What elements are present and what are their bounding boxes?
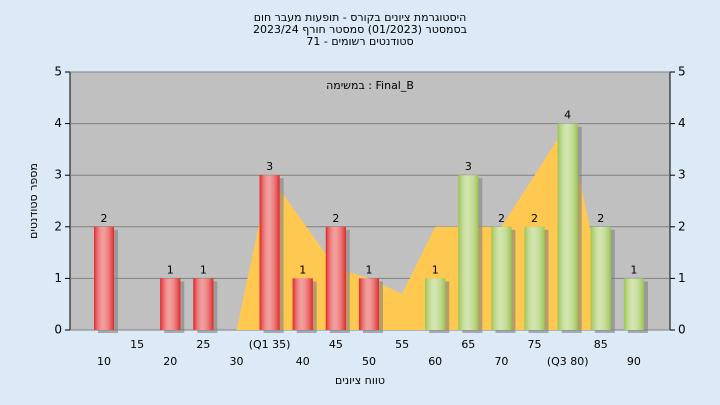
bar bbox=[425, 278, 446, 330]
y2-tick-label: 3 bbox=[678, 168, 686, 182]
data-label: 2 bbox=[332, 212, 339, 225]
bar bbox=[94, 226, 114, 330]
data-label: 1 bbox=[167, 263, 174, 276]
annotation: במשימה : Final_B bbox=[326, 79, 414, 92]
y2-tick-label: 2 bbox=[678, 219, 686, 233]
chart-subtitle: סטודנטים רשומים - 71 bbox=[306, 35, 413, 48]
data-label: 3 bbox=[465, 160, 472, 173]
x-tick-label: 20 bbox=[163, 355, 177, 368]
bar bbox=[623, 278, 644, 330]
x-tick-label: 10 bbox=[97, 355, 111, 368]
data-label: 1 bbox=[630, 263, 637, 276]
x-tick-label: 60 bbox=[428, 355, 442, 368]
y-tick-label: 4 bbox=[54, 116, 62, 130]
x-axis-label: טווח ציונים bbox=[335, 374, 385, 387]
y-tick-label: 3 bbox=[54, 168, 62, 182]
x-tick-label: 45 bbox=[329, 338, 343, 351]
data-label: 3 bbox=[266, 160, 273, 173]
x-tick-label: 65 bbox=[461, 338, 475, 351]
x-tick-label: 40 bbox=[296, 355, 310, 368]
x-tick-label: 25 bbox=[196, 338, 210, 351]
bar bbox=[193, 278, 214, 330]
data-label: 4 bbox=[564, 109, 571, 122]
chart-subtitle: בסמסטר (01/2023) סמסטר חורף 2023/24 bbox=[253, 23, 467, 36]
y-tick-label: 1 bbox=[54, 271, 62, 285]
bar bbox=[160, 278, 181, 330]
y2-tick-label: 5 bbox=[678, 65, 686, 79]
bar bbox=[491, 226, 512, 330]
chart-title: היסטוגרמת ציונים בקורס - תופעות מעבר חום bbox=[254, 11, 467, 24]
data-label: 1 bbox=[299, 263, 306, 276]
y2-tick-label: 0 bbox=[678, 323, 686, 337]
x-tick-label: 85 bbox=[594, 338, 608, 351]
x-tick-label: (Q3 80) bbox=[547, 355, 589, 368]
data-label: 2 bbox=[597, 212, 604, 225]
x-tick-label: 15 bbox=[130, 338, 144, 351]
x-tick-label: 30 bbox=[229, 355, 243, 368]
data-label: 1 bbox=[432, 263, 439, 276]
data-label: 2 bbox=[101, 212, 108, 225]
bar bbox=[358, 278, 379, 330]
data-label: 1 bbox=[200, 263, 207, 276]
bar bbox=[259, 175, 280, 330]
data-label: 2 bbox=[531, 212, 538, 225]
x-tick-label: 70 bbox=[494, 355, 508, 368]
y-tick-label: 0 bbox=[54, 323, 62, 337]
y-tick-label: 5 bbox=[54, 65, 62, 79]
x-tick-label: 90 bbox=[627, 355, 641, 368]
x-tick-label: 50 bbox=[362, 355, 376, 368]
y2-tick-label: 4 bbox=[678, 116, 686, 130]
y-axis-label: מספר סטודנטים bbox=[27, 163, 40, 239]
y-tick-label: 2 bbox=[54, 219, 62, 233]
y2-tick-label: 1 bbox=[678, 271, 686, 285]
bar bbox=[590, 226, 611, 330]
data-label: 2 bbox=[498, 212, 505, 225]
bar bbox=[458, 175, 479, 330]
x-tick-label: 75 bbox=[528, 338, 542, 351]
bar bbox=[325, 226, 346, 330]
bar bbox=[292, 278, 313, 330]
data-label: 1 bbox=[365, 263, 372, 276]
x-tick-label: 55 bbox=[395, 338, 409, 351]
bar bbox=[557, 123, 578, 330]
bar bbox=[524, 226, 545, 330]
x-tick-label: (Q1 35) bbox=[249, 338, 291, 351]
